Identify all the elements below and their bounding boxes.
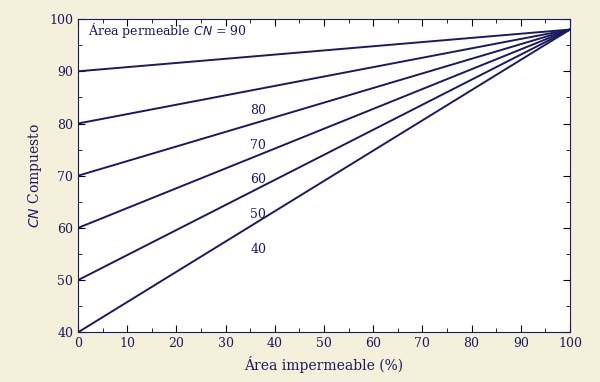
Y-axis label: $CN$ Compuesto: $CN$ Compuesto bbox=[26, 123, 44, 228]
Text: 60: 60 bbox=[250, 173, 266, 186]
Text: 80: 80 bbox=[250, 104, 266, 117]
Text: 50: 50 bbox=[250, 208, 266, 222]
Text: 40: 40 bbox=[250, 243, 266, 256]
X-axis label: Área impermeable (%): Área impermeable (%) bbox=[244, 356, 404, 373]
Text: 70: 70 bbox=[250, 139, 266, 152]
Text: Área permeable $CN$ = 90: Área permeable $CN$ = 90 bbox=[88, 21, 247, 40]
